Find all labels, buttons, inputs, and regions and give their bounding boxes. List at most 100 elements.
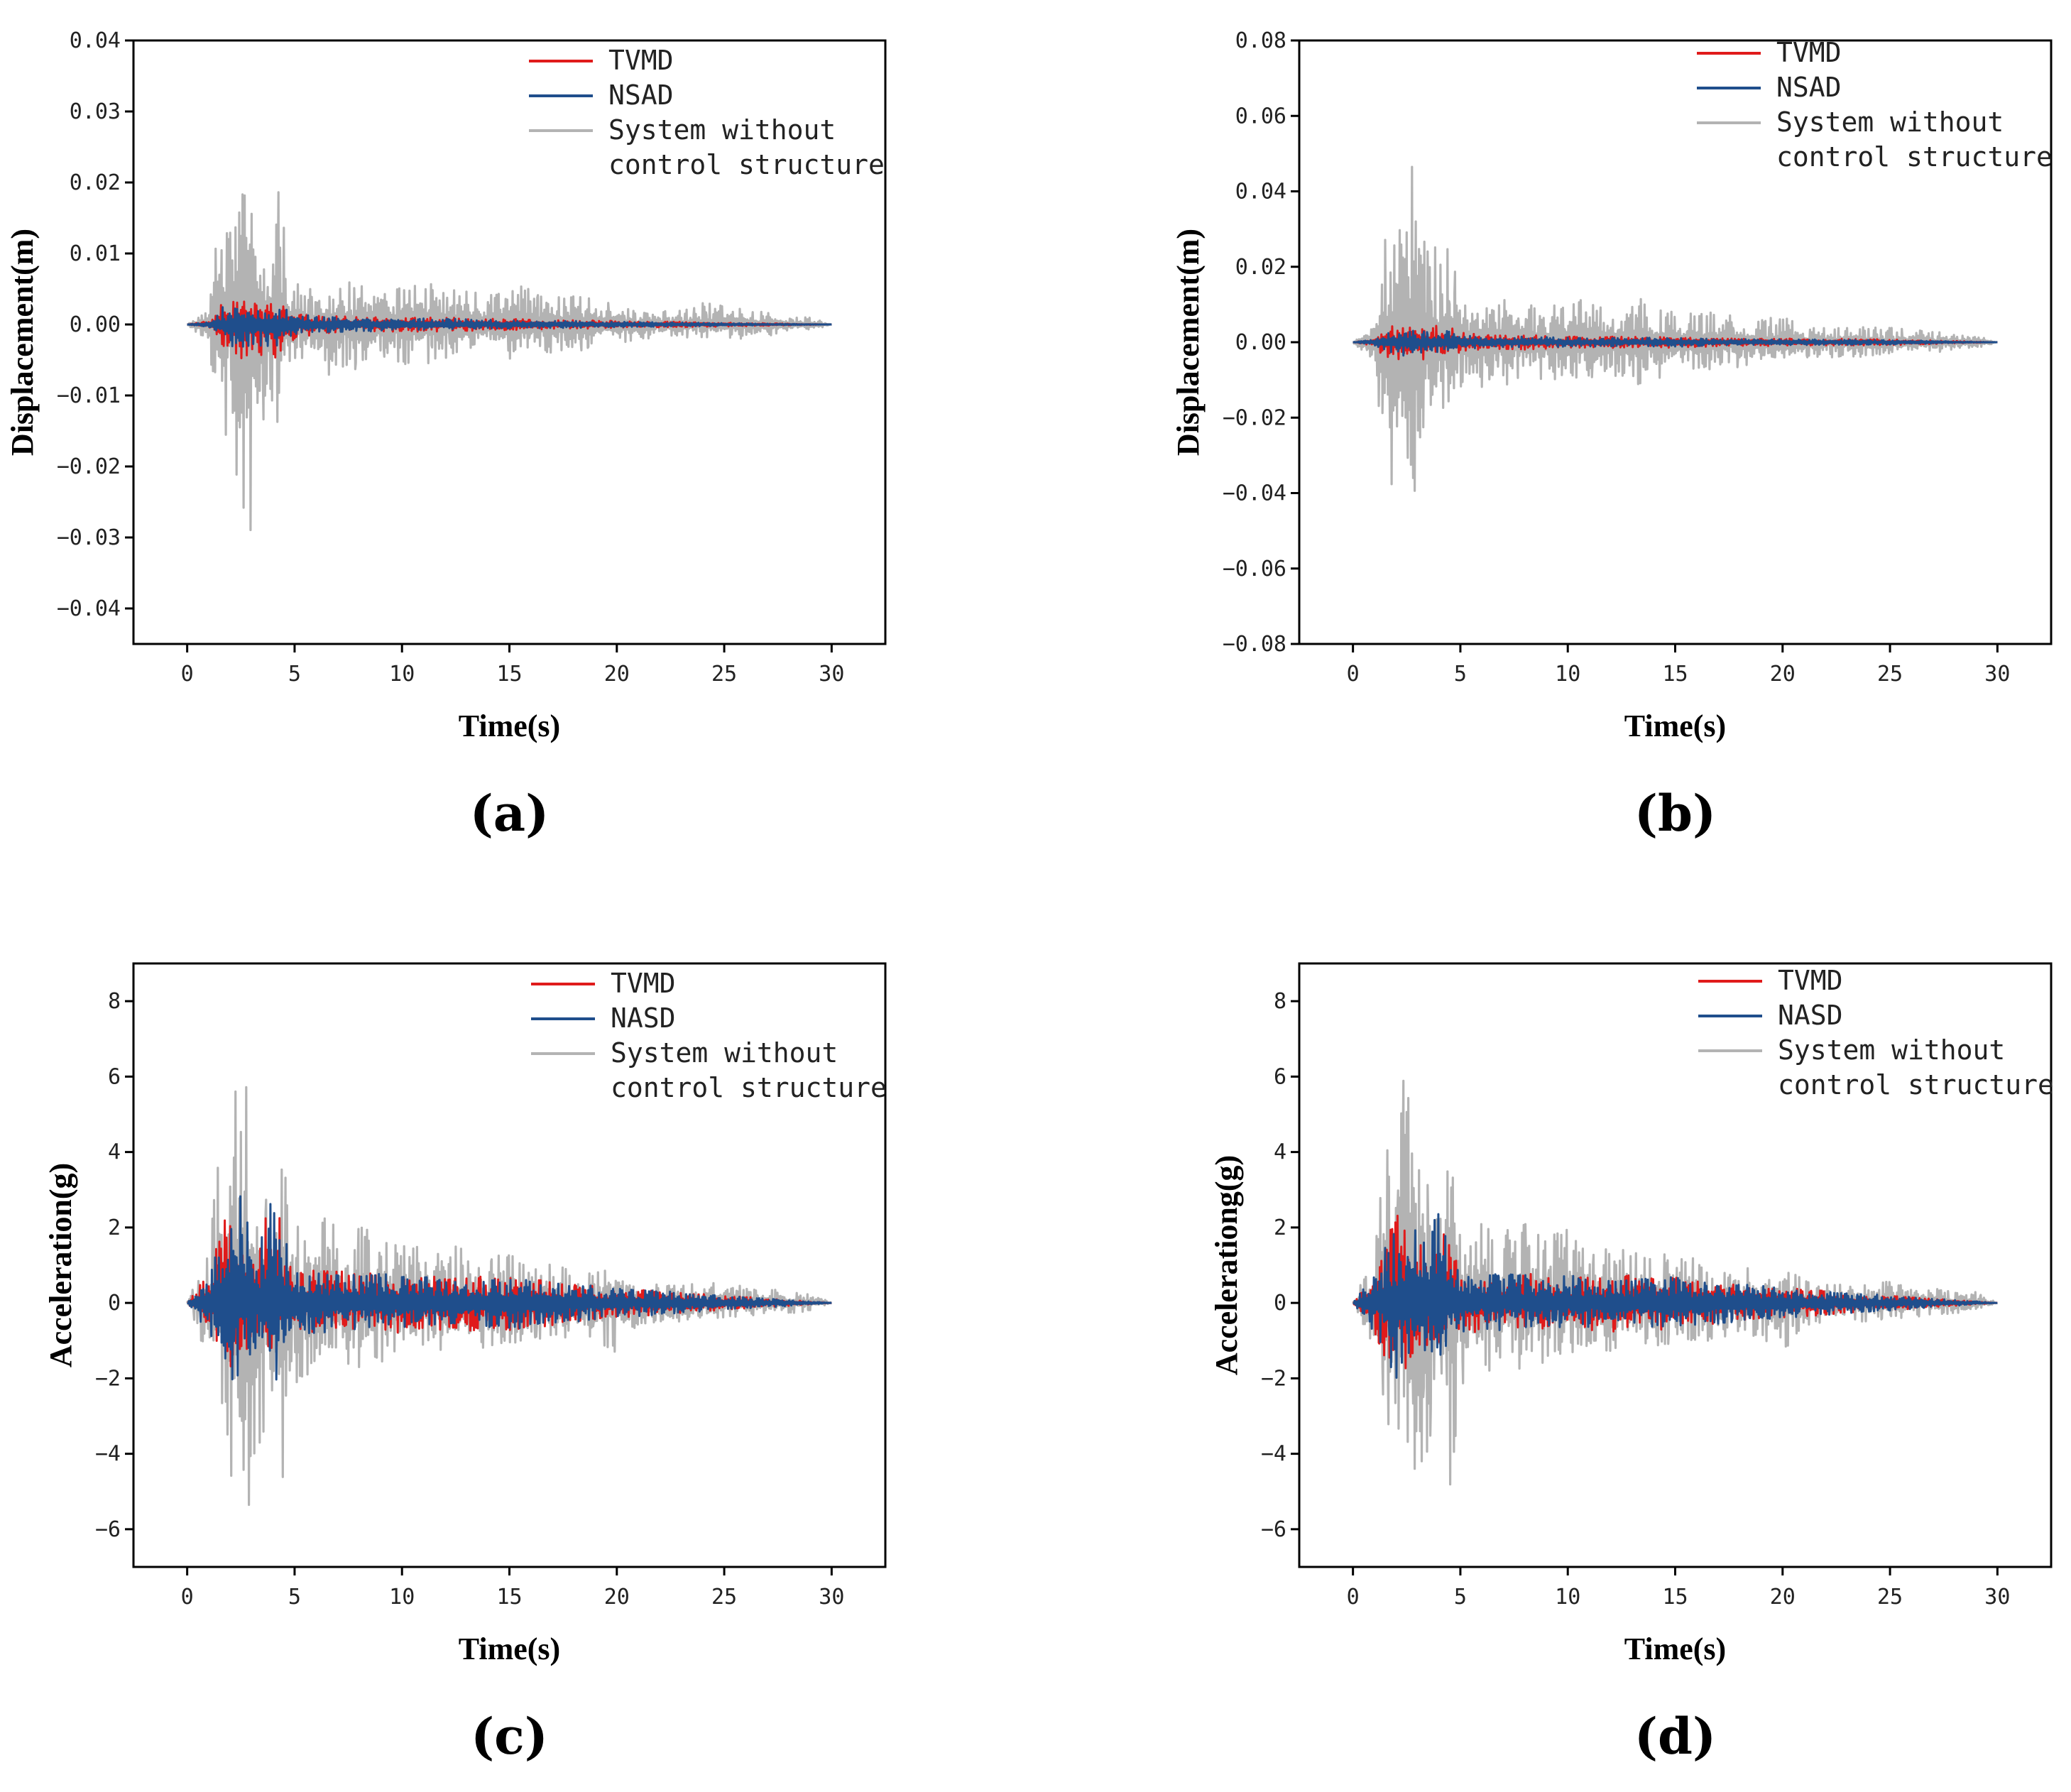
y-tick-label: 4	[108, 1140, 121, 1165]
panel-label: (c)	[471, 1707, 548, 1766]
series-line-system-without-control-structure	[186, 191, 833, 532]
x-axis-label: Time(s)	[1624, 709, 1726, 743]
x-tick-label: 10	[1555, 662, 1580, 687]
y-tick-label: 0.00	[70, 312, 121, 337]
x-tick-label: 30	[1984, 1585, 2010, 1610]
x-tick-label: 15	[496, 662, 522, 687]
y-tick-label: −0.06	[1223, 557, 1286, 581]
x-tick-label: 10	[389, 1585, 415, 1610]
x-tick-label: 25	[1877, 1585, 1903, 1610]
x-tick-label: 30	[1984, 662, 2010, 687]
x-tick-label: 15	[496, 1585, 522, 1610]
x-tick-label: 5	[288, 662, 301, 687]
legend-label: control structure	[608, 149, 885, 180]
x-tick-label: 30	[819, 662, 844, 687]
x-tick-label: 30	[819, 1585, 844, 1610]
y-axis-label: Accelerationg(g)	[1209, 1155, 1244, 1375]
x-tick-label: 25	[1877, 662, 1903, 687]
y-tick-label: −0.08	[1223, 632, 1286, 657]
y-tick-label: −2	[1261, 1366, 1286, 1391]
x-axis-label: Time(s)	[459, 709, 560, 743]
legend-label: NASD	[611, 1002, 676, 1034]
x-tick-label: 20	[604, 1585, 630, 1610]
x-tick-label: 20	[1770, 1585, 1796, 1610]
legend-label: NASD	[1778, 1000, 1843, 1031]
x-tick-label: 15	[1662, 1585, 1688, 1610]
y-tick-label: 8	[1274, 989, 1286, 1014]
legend-label: TVMD	[608, 45, 674, 76]
chart-panel-b: 0 5 10 15 20 25 30 0.08 0.06 0.04 0.02 0.00 −0.02 −0.…	[1171, 28, 2053, 843]
panel-label: (a)	[470, 784, 550, 843]
y-tick-label: 8	[108, 989, 121, 1014]
y-tick-label: 0.00	[1235, 330, 1286, 355]
series-line-nasd	[1352, 1213, 1999, 1379]
legend-label: TVMD	[1778, 965, 1843, 996]
y-tick-label: 2	[108, 1215, 121, 1240]
legend-label: NSAD	[1776, 72, 1842, 103]
legend-label: System without	[1778, 1034, 2005, 1066]
y-tick-label: 0	[1274, 1291, 1286, 1316]
legend-label: control structure	[611, 1072, 887, 1103]
y-tick-label: −0.01	[57, 383, 121, 408]
y-axis-label: Displacement(m)	[1171, 229, 1206, 456]
y-tick-label: −4	[95, 1442, 121, 1467]
y-tick-label: −6	[1261, 1517, 1286, 1542]
y-tick-label: 0.01	[70, 241, 121, 266]
x-tick-label: 10	[1555, 1585, 1580, 1610]
y-tick-label: 4	[1274, 1140, 1286, 1165]
legend-label: System without	[608, 114, 836, 146]
x-tick-label: 0	[1347, 662, 1360, 687]
x-tick-label: 0	[181, 662, 194, 687]
y-tick-label: 6	[108, 1064, 121, 1089]
legend-label: System without	[611, 1037, 838, 1069]
y-axis-label: Displacement(m)	[5, 229, 40, 456]
x-tick-label: 20	[604, 662, 630, 687]
y-tick-label: 0.02	[1235, 255, 1286, 280]
chart-panel-a: 0 5 10 15 20 25 30 0.04 0.03 0.02 0.01 0.00 −0.01 −0.…	[5, 28, 887, 843]
x-tick-label: 5	[288, 1585, 301, 1610]
chart-panel-d: 0 5 10 15 20 25 3086420−2−4−6Time(s)Accelerati…	[1209, 962, 2054, 1766]
x-tick-label: 25	[711, 1585, 737, 1610]
x-tick-label: 5	[1454, 1585, 1467, 1610]
chart-panel-c: 0 5 10 15 20 25 3086420−2−4−6Time(s)Accelerati…	[43, 962, 887, 1766]
x-tick-label: 0	[1347, 1585, 1360, 1610]
y-tick-label: −0.04	[57, 596, 121, 621]
y-tick-label: 0	[108, 1291, 121, 1316]
y-tick-label: 0.08	[1235, 28, 1286, 53]
y-axis-label: Acceleration(g)	[43, 1163, 78, 1367]
y-tick-label: −0.02	[57, 454, 121, 479]
legend-label: control structure	[1778, 1069, 2054, 1100]
series-line-nsad	[186, 306, 833, 348]
x-axis-label: Time(s)	[1624, 1632, 1726, 1666]
x-tick-label: 0	[181, 1585, 194, 1610]
legend-label: TVMD	[1776, 37, 1842, 68]
y-tick-label: −4	[1261, 1442, 1286, 1467]
legend-label: control structure	[1776, 141, 2053, 173]
x-tick-label: 20	[1770, 662, 1796, 687]
legend-label: NSAD	[608, 80, 674, 111]
panel-label: (b)	[1634, 784, 1716, 843]
y-tick-label: 0.02	[70, 170, 121, 195]
panel-label: (d)	[1634, 1707, 1716, 1766]
x-tick-label: 5	[1454, 662, 1467, 687]
y-tick-label: 6	[1274, 1064, 1286, 1089]
y-tick-label: −0.02	[1223, 405, 1286, 430]
x-tick-label: 15	[1662, 662, 1688, 687]
x-axis-label: Time(s)	[459, 1632, 560, 1666]
y-tick-label: 0.04	[70, 28, 121, 53]
series-line-system-without-control-structure	[1352, 165, 1999, 492]
series-line-nasd	[186, 1195, 833, 1381]
y-tick-label: 0.06	[1235, 104, 1286, 129]
y-tick-label: −2	[95, 1366, 121, 1391]
y-tick-label: 2	[1274, 1215, 1286, 1240]
y-tick-label: −0.03	[57, 525, 121, 550]
x-tick-label: 10	[389, 662, 415, 687]
y-tick-label: 0.04	[1235, 180, 1286, 204]
y-tick-label: 0.03	[70, 99, 121, 124]
y-tick-label: −0.04	[1223, 481, 1286, 506]
